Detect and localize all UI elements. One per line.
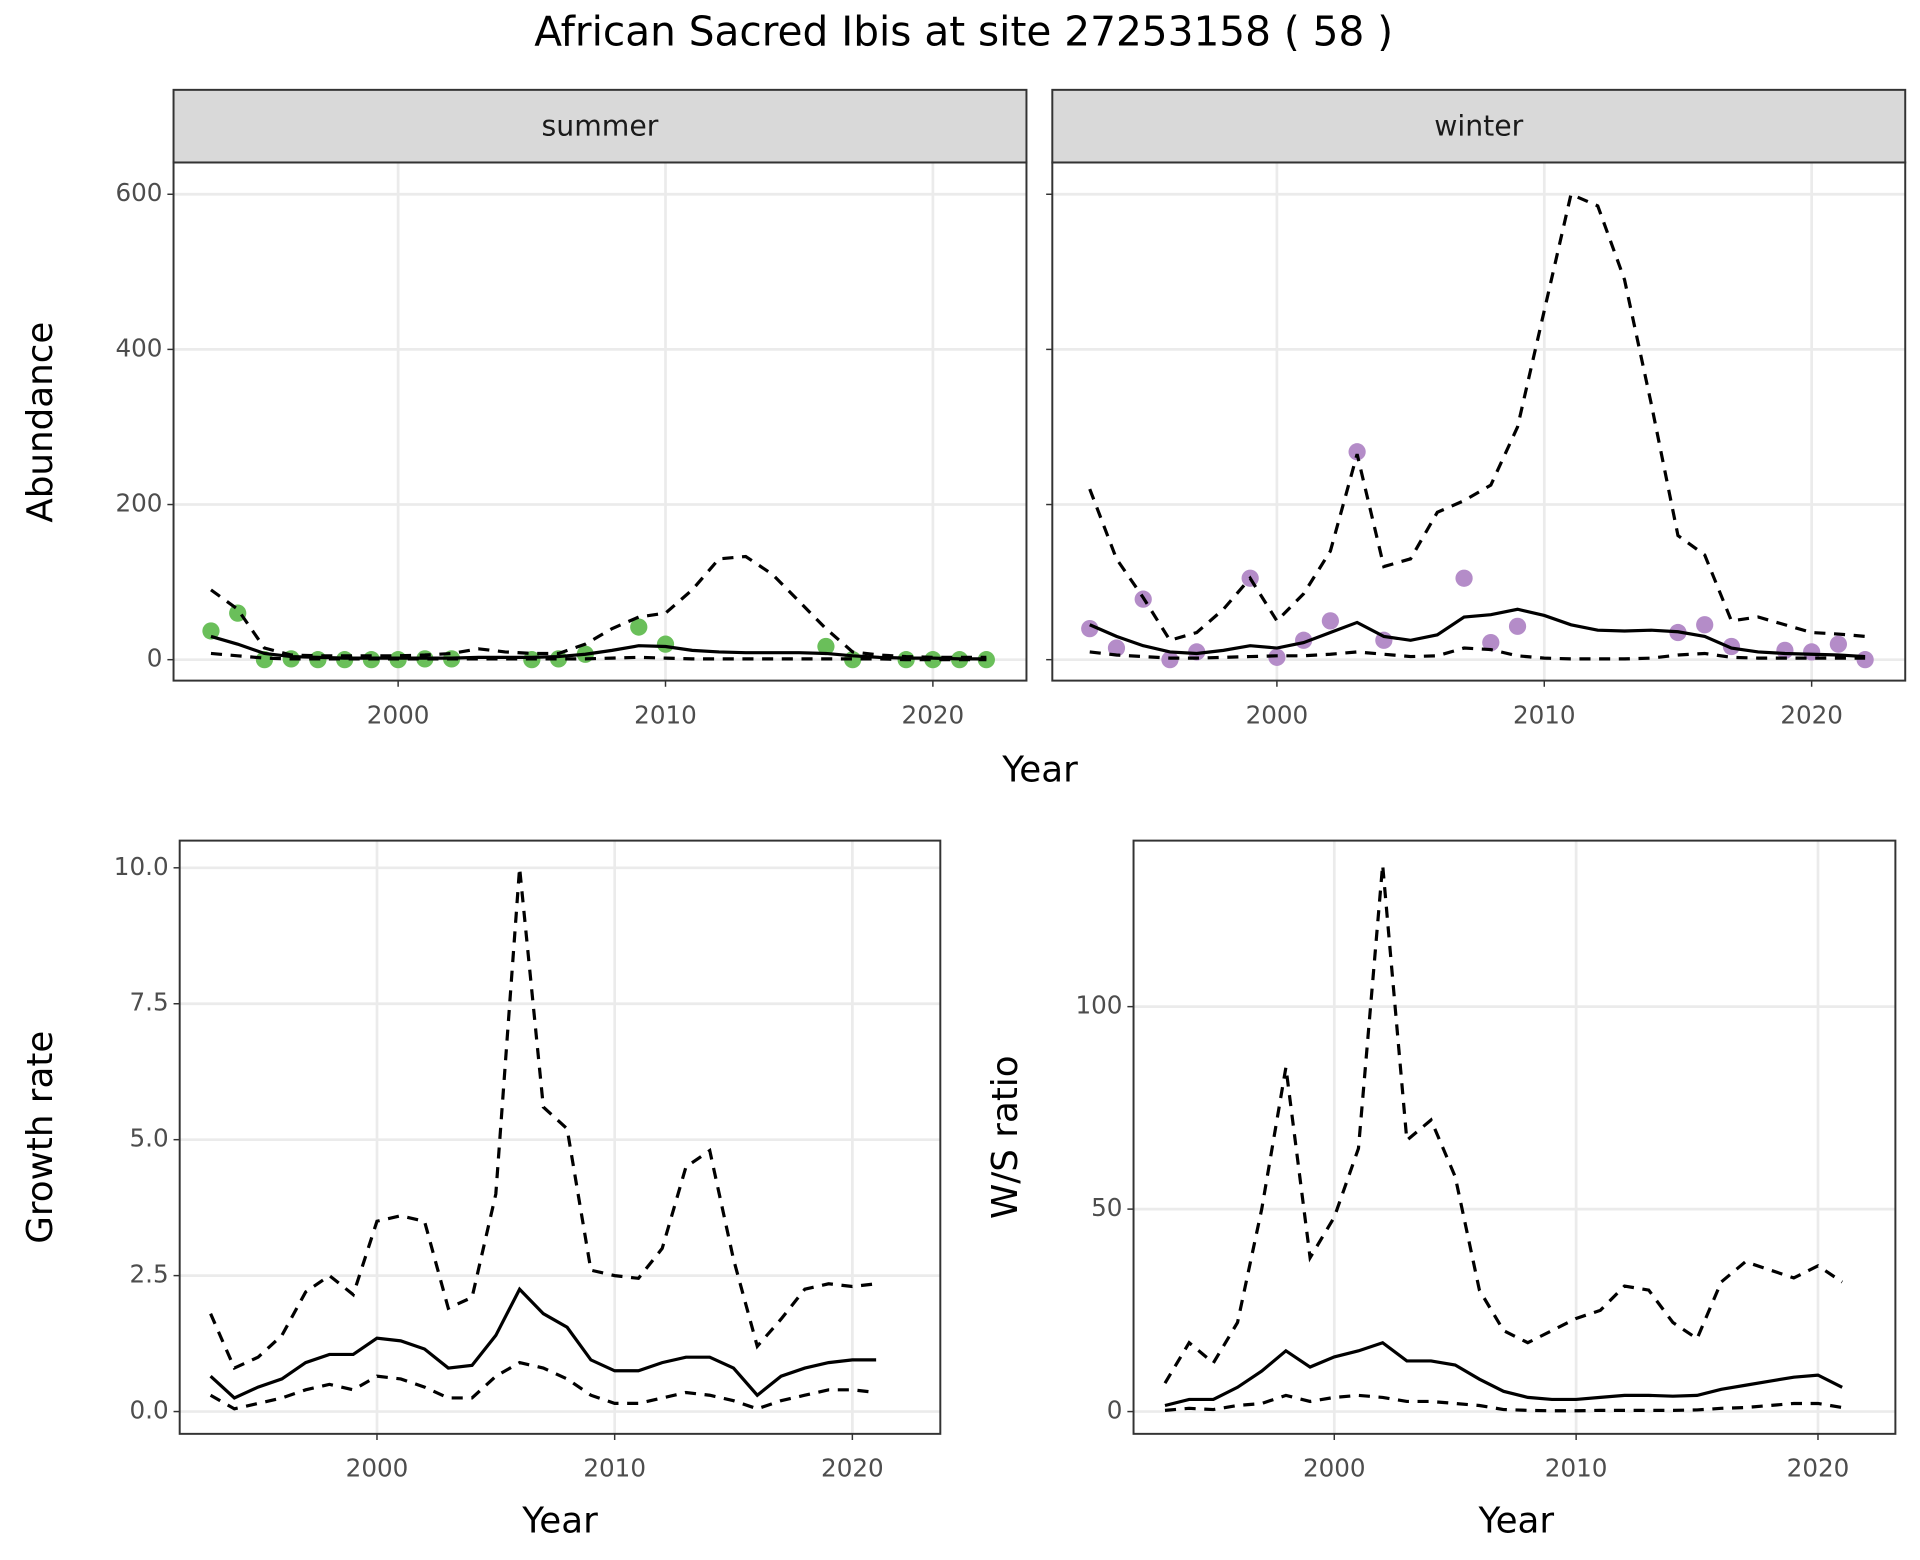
panel-background — [179, 840, 941, 1434]
y-axis-title: W/S ratio — [985, 1055, 1026, 1219]
panel-background — [173, 162, 1027, 681]
line — [210, 634, 987, 661]
y-tick-label: 200 — [115, 489, 162, 518]
y-tick-label: 100 — [1075, 991, 1122, 1020]
x-tick-label: 2010 — [1513, 700, 1576, 729]
x-tick-label: 2010 — [1545, 1454, 1608, 1483]
y-tick-label: 0 — [147, 644, 163, 673]
x-tick-label: 2000 — [346, 1454, 409, 1483]
strip — [1051, 88, 1907, 164]
x-axis-title: Year — [1001, 750, 1078, 791]
data-point — [1107, 639, 1126, 657]
panel-border — [1132, 839, 1897, 1435]
line — [1164, 1340, 1843, 1408]
data-point — [1081, 620, 1099, 638]
y-tick-label: 0.0 — [129, 1396, 168, 1425]
strip-label: summer — [542, 109, 659, 142]
x-tick-label: 2010 — [634, 700, 697, 729]
panel-border — [178, 839, 942, 1435]
line — [1163, 864, 1844, 1385]
line — [209, 1360, 877, 1411]
data-point — [1508, 617, 1527, 635]
x-tick-label: 2020 — [1787, 1454, 1850, 1483]
x-tick-label: 2020 — [1780, 700, 1843, 729]
x-axis-title: Year — [521, 1500, 598, 1541]
data-point — [202, 622, 220, 640]
line — [209, 1286, 877, 1400]
data-point — [1482, 633, 1500, 652]
line — [209, 867, 877, 1371]
y-tick-label: 7.5 — [129, 988, 168, 1017]
panel-background — [1052, 162, 1906, 681]
y-tick-label: 600 — [115, 178, 162, 207]
x-tick-label: 2010 — [583, 1454, 646, 1483]
data-point — [630, 618, 648, 636]
y-tick-label: 50 — [1091, 1193, 1122, 1222]
strip-label: winter — [1434, 109, 1523, 142]
data-point — [1776, 641, 1794, 659]
x-tick-label: 2000 — [1303, 1454, 1366, 1483]
y-tick-label: 10.0 — [114, 852, 169, 881]
y-tick-label: 2.5 — [129, 1260, 168, 1289]
y-axis-title: Growth rate — [20, 1031, 61, 1244]
y-axis-title: Abundance — [20, 322, 61, 523]
x-tick-label: 2000 — [1246, 700, 1309, 729]
panel-background — [1133, 840, 1896, 1434]
data-point — [1348, 443, 1366, 461]
x-tick-label: 2020 — [821, 1454, 884, 1483]
y-tick-label: 400 — [115, 333, 162, 362]
data-point — [817, 637, 835, 656]
figure-title: African Sacred Ibis at site 27253158 ( 5… — [534, 7, 1393, 55]
y-tick-label: 5.0 — [129, 1124, 168, 1153]
data-point — [656, 635, 675, 653]
strip — [172, 88, 1028, 164]
y-tick-label: 0 — [1107, 1396, 1123, 1425]
line — [210, 554, 987, 659]
x-tick-label: 2020 — [902, 700, 965, 729]
line — [1164, 1393, 1843, 1413]
x-axis-title: Year — [1478, 1500, 1555, 1541]
data-point — [1803, 643, 1821, 661]
data-point — [1696, 616, 1714, 634]
data-point — [1321, 612, 1339, 630]
x-tick-label: 2000 — [367, 700, 430, 729]
data-point — [1829, 635, 1848, 653]
data-point — [1455, 569, 1473, 587]
line — [1088, 192, 1866, 643]
line — [1089, 607, 1866, 659]
